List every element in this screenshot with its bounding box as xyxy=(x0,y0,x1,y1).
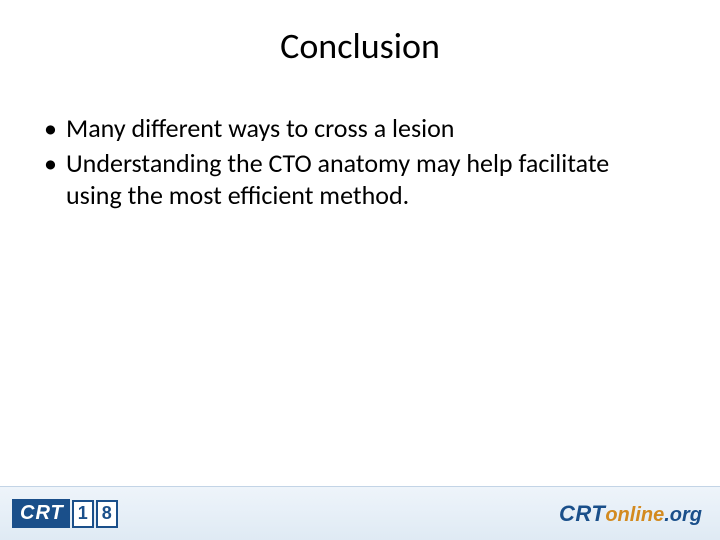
logo-part-org: .org xyxy=(664,504,702,527)
crt-text: CRT xyxy=(12,499,70,528)
footer-bar: CRT 1 8 CRTonline.org xyxy=(0,486,720,540)
year-boxes: 1 8 xyxy=(72,500,118,528)
bullet-list: Many different ways to cross a lesion Un… xyxy=(40,112,660,212)
bullet-item: Many different ways to cross a lesion xyxy=(40,112,660,145)
slide-title: Conclusion xyxy=(0,24,720,68)
slide: Conclusion Many different ways to cross … xyxy=(0,0,720,540)
logo-part-online: online xyxy=(605,504,664,527)
crtonline-logo: CRTonline.org xyxy=(559,501,702,527)
logo-part-crt: CRT xyxy=(559,501,605,527)
slide-body: Many different ways to cross a lesion Un… xyxy=(40,112,660,214)
bullet-item: Understanding the CTO anatomy may help f… xyxy=(40,147,660,212)
year-digit: 8 xyxy=(96,500,118,528)
year-digit: 1 xyxy=(72,500,94,528)
crt18-logo: CRT 1 8 xyxy=(12,499,118,528)
